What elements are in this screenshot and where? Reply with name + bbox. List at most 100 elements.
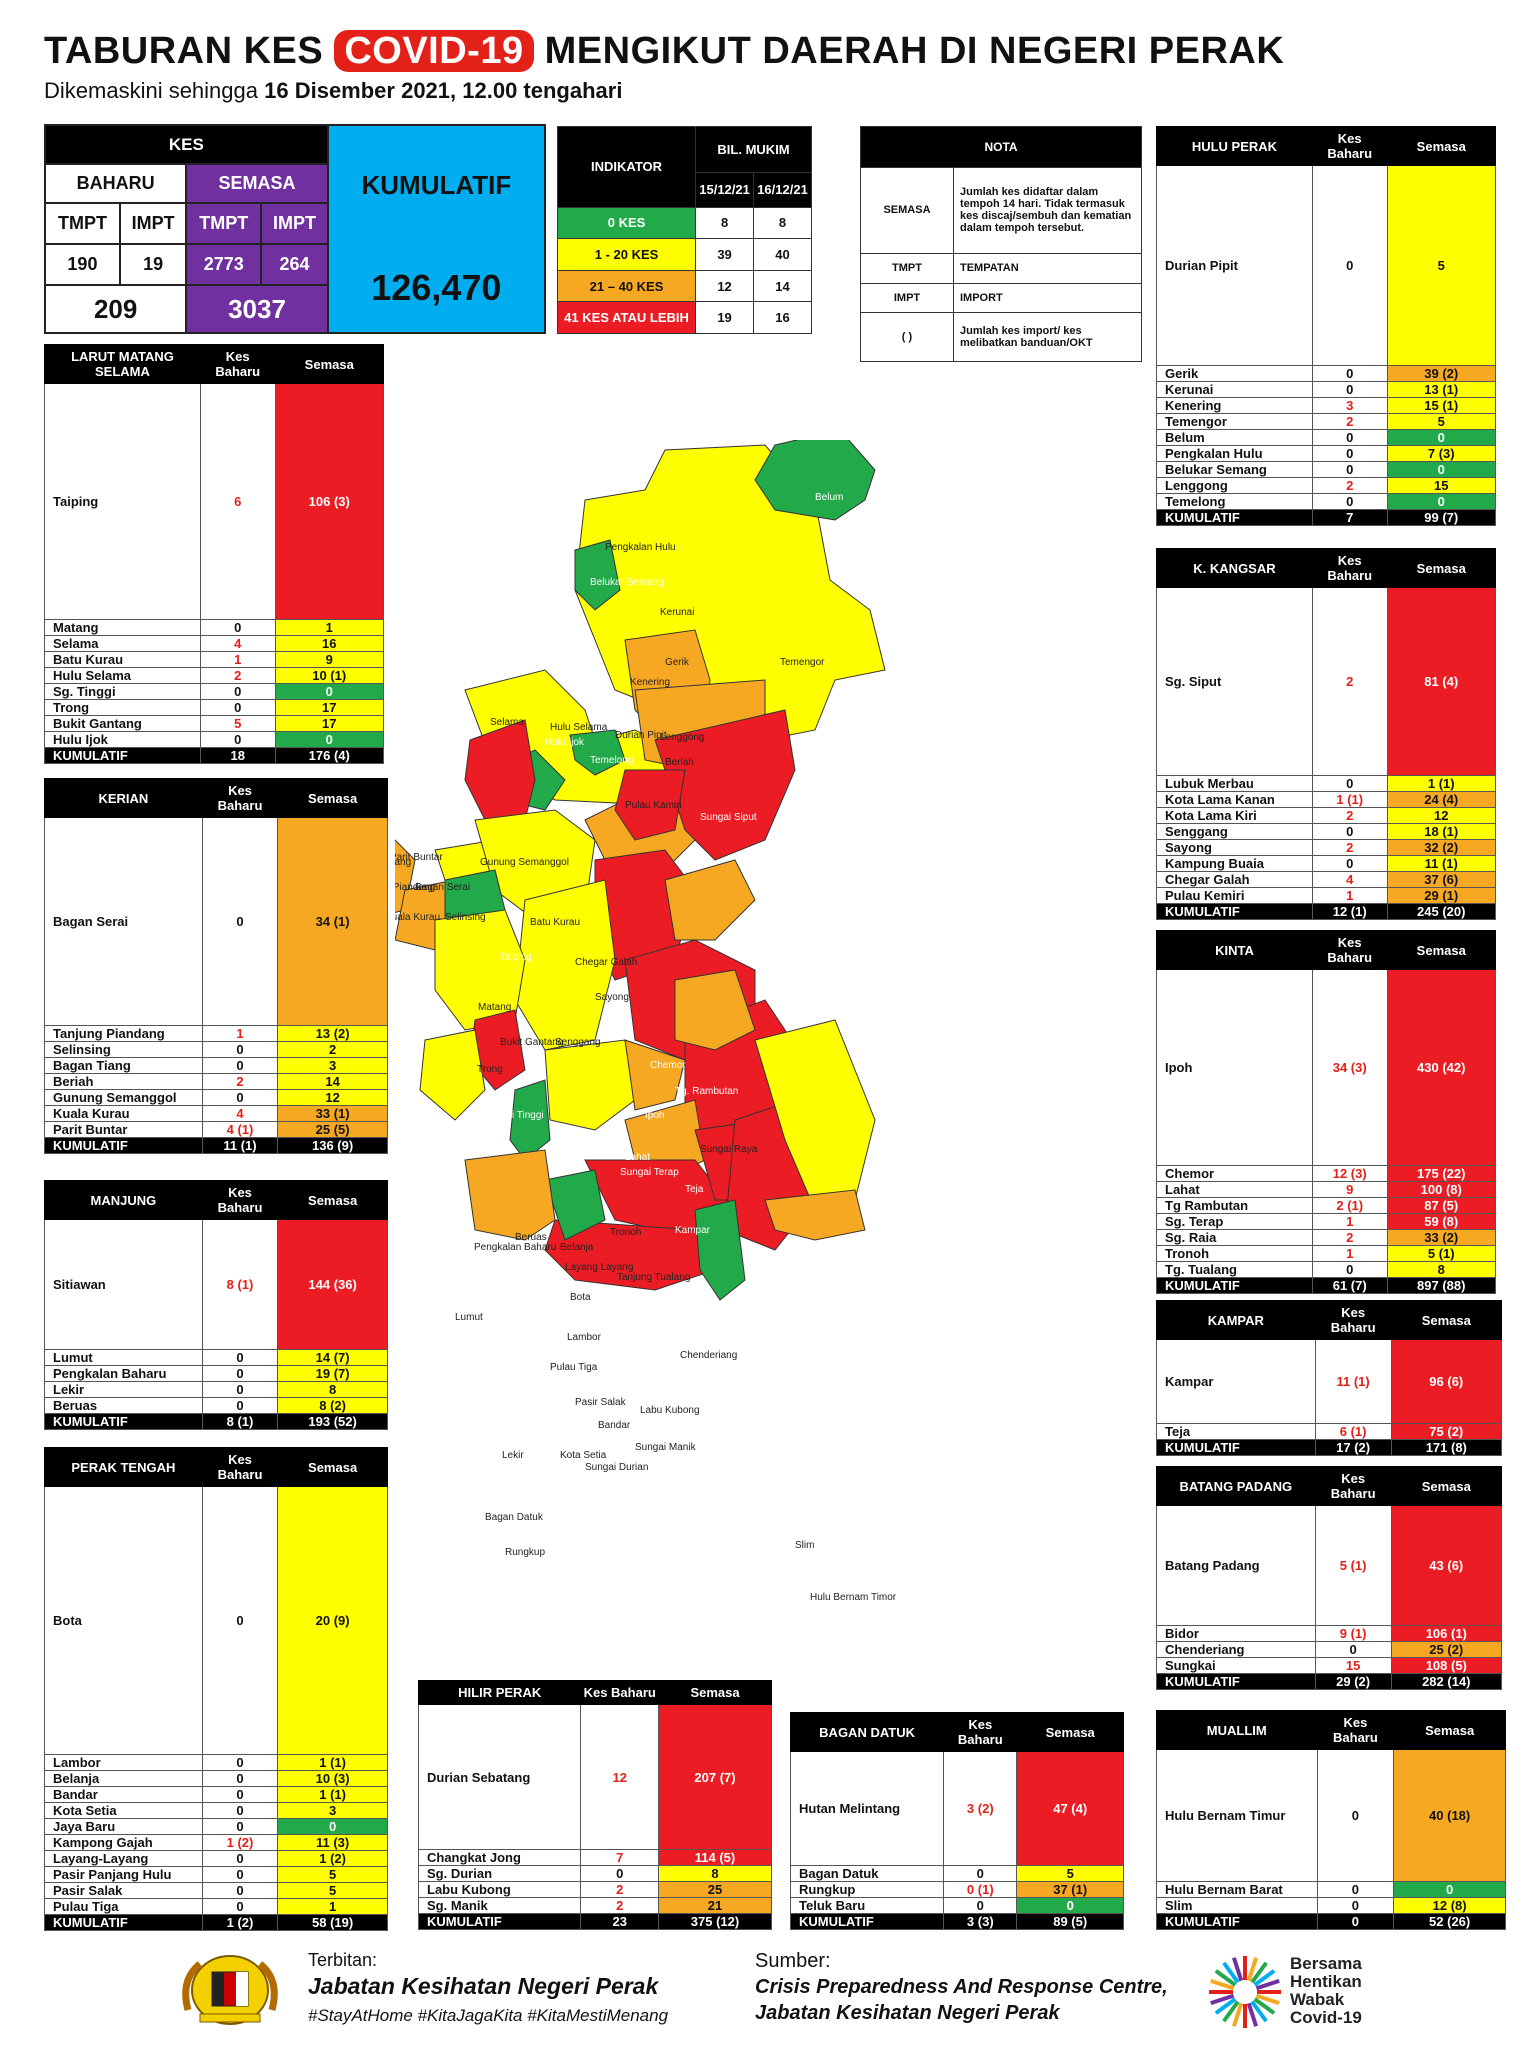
mukim-name: Pasir Salak	[44, 1882, 203, 1899]
district-table-muallim: MUALLIM Kes Baharu Semasa Hulu Bernam Timur…	[1156, 1710, 1506, 1930]
col-kes-baharu: Kes Baharu	[580, 1680, 660, 1705]
map-label: Bagan Serai	[415, 882, 470, 893]
table-header: BAGAN DATUK Kes Baharu Semasa	[789, 1712, 1124, 1752]
kes-baharu: 0	[1316, 1881, 1395, 1898]
table-row: Kampong Gajah 1 (2) 11 (3)	[44, 1834, 388, 1851]
map-region	[574, 539, 621, 611]
semasa-value: 5	[1386, 413, 1497, 430]
col-semasa: Semasa	[277, 778, 388, 818]
map-label: Changkat Jong	[680, 1462, 747, 1473]
kes-baharu: 0	[201, 1866, 279, 1883]
legend-value: 12	[695, 269, 755, 303]
kumulatif-semasa: 375 (12)	[658, 1913, 772, 1930]
table-row: Batang Padang 5 (1) 43 (6)	[1156, 1505, 1503, 1626]
mukim-name: Trong	[44, 699, 201, 716]
kumulatif-row: KUMULATIF 12 (1) 245 (20)	[1156, 903, 1497, 920]
col-kes-baharu: Kes Baharu	[1311, 126, 1388, 166]
logo-ray	[1222, 2000, 1240, 2023]
semasa-value: 1	[274, 619, 385, 636]
col-semasa: Semasa	[277, 1447, 388, 1487]
district-table-larut: LARUT MATANG SELAMA Kes Baharu Semasa Taipi…	[44, 344, 385, 764]
semasa-value: 0	[1386, 493, 1497, 510]
kumulatif-semasa: 89 (5)	[1016, 1913, 1124, 1930]
kumulatif-row: KUMULATIF 8 (1) 193 (52)	[44, 1413, 388, 1430]
mukim-name: Chemor	[1156, 1165, 1313, 1182]
map-label: Lumut	[455, 1312, 483, 1323]
table-row: Hutan Melintang 3 (2) 47 (4)	[789, 1751, 1124, 1866]
kes-baharu: 6	[199, 383, 276, 620]
map-label: Tronoh	[610, 1227, 641, 1238]
kes-baharu: 0	[1311, 381, 1388, 398]
map-label: Matang	[478, 1002, 511, 1013]
semasa-value: 0	[1386, 461, 1497, 478]
semasa-value: 1 (2)	[277, 1850, 388, 1867]
nota-key: SEMASA	[860, 166, 954, 254]
district-name: MUALLIM	[1156, 1710, 1318, 1750]
district-table-kerian: KERIAN Kes Baharu Semasa Bagan Serai 0 34 (1)…	[44, 778, 388, 1154]
district-name: PERAK TENGAH	[44, 1447, 203, 1487]
mukim-name: Teluk Baru	[789, 1897, 945, 1914]
map-region	[544, 1039, 636, 1131]
table-row: Chegar Galah 4 37 (6)	[1156, 871, 1497, 888]
semasa-value: 207 (7)	[658, 1704, 772, 1850]
mukim-name: Durian Pipit	[1156, 165, 1313, 366]
kumulatif-kes: 61 (7)	[1311, 1277, 1388, 1294]
kes-baharu: 15	[1314, 1657, 1392, 1674]
kes-baharu: 2	[580, 1881, 660, 1898]
legend-table: INDIKATOR BIL. MUKIM 15/12/21 16/12/21 0 K…	[556, 126, 812, 334]
kumulatif-label: KUMULATIF	[44, 1914, 203, 1931]
col-semasa: Semasa	[1393, 1710, 1506, 1750]
col-kes-baharu: Kes Baharu	[201, 1447, 279, 1487]
col-semasa: Semasa	[1386, 930, 1497, 970]
kes-baharu: 9	[1311, 1181, 1388, 1198]
kes-baharu: 0	[1311, 365, 1388, 382]
kes-baharu: 4	[199, 635, 276, 652]
semasa-value: 15 (1)	[1386, 397, 1497, 414]
table-header: MUALLIM Kes Baharu Semasa	[1156, 1710, 1506, 1750]
table-row: Layang-Layang 0 1 (2)	[44, 1850, 388, 1867]
semasa-value: 0	[1016, 1897, 1124, 1914]
table-row: Belum 0 0	[1156, 429, 1497, 446]
mukim-name: Lahat	[1156, 1181, 1313, 1198]
table-row: Lubuk Merbau 0 1 (1)	[1156, 775, 1497, 792]
map-label: Trong	[477, 1064, 503, 1075]
col-kes-baharu: Kes Baharu	[1314, 1466, 1392, 1506]
mukim-name: Temelong	[1156, 493, 1313, 510]
source-line-1: Crisis Preparedness And Response Centre,	[755, 1976, 1168, 1998]
table-row: Pasir Salak 0 5	[44, 1882, 388, 1899]
col-semasa: Semasa	[274, 344, 385, 384]
table-row: Temelong 0 0	[1156, 493, 1497, 510]
mukim-name: Slim	[1156, 1897, 1318, 1914]
table-row: Belanja 0 10 (3)	[44, 1770, 388, 1787]
kumulatif-label: KUMULATIF	[1156, 1277, 1313, 1294]
semasa-value: 13 (2)	[277, 1025, 388, 1042]
map-label: Pengkalan Baharu	[474, 1242, 556, 1253]
mukim-name: Pengkalan Baharu	[44, 1365, 203, 1382]
table-row: Pulau Kemiri 1 29 (1)	[1156, 887, 1497, 904]
mukim-name: Bagan Tiang	[44, 1057, 203, 1074]
table-row: Durian Sebatang 12 207 (7)	[417, 1704, 772, 1850]
kes-baharu: 0	[1311, 445, 1388, 462]
map-label: Lenggong	[660, 732, 705, 743]
mukim-name: Parit Buntar	[44, 1121, 203, 1138]
table-row: Bandar 0 1 (1)	[44, 1786, 388, 1803]
kes-baharu: 1	[1311, 1245, 1388, 1262]
kes-baharu: 1	[199, 651, 276, 668]
mukim-name: Belukar Semang	[1156, 461, 1313, 478]
kes-baharu: 0	[199, 699, 276, 716]
kes-baharu: 2	[1311, 839, 1388, 856]
table-row: Rungkup 0 (1) 37 (1)	[789, 1881, 1124, 1898]
mukim-name: Ipoh	[1156, 969, 1313, 1166]
table-row: Sungkai 15 108 (5)	[1156, 1657, 1503, 1674]
legend-value: 8	[695, 206, 755, 240]
legend-value: 14	[753, 269, 812, 303]
map-label: Gunung Semanggol	[480, 857, 569, 868]
col-semasa: Semasa	[1386, 126, 1497, 166]
kes-baharu: 0 (1)	[943, 1881, 1018, 1898]
semasa-value: 114 (5)	[658, 1849, 772, 1866]
kes-baharu: 12	[580, 1704, 660, 1850]
kes-baharu: 34 (3)	[1311, 969, 1388, 1166]
table-row: Pasir Panjang Hulu 0 5	[44, 1866, 388, 1883]
map-label: Hulu Selama	[550, 722, 608, 733]
map-label: Teluk Baru	[565, 1514, 612, 1525]
